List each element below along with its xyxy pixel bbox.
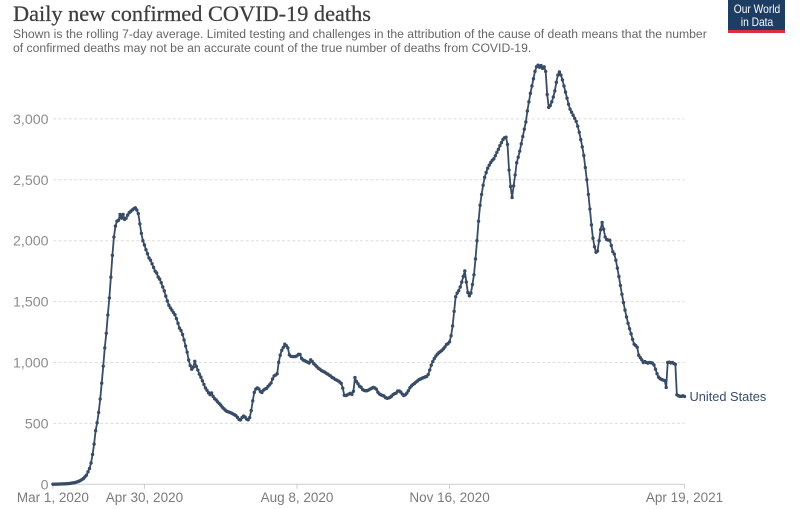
svg-text:1,500: 1,500 bbox=[13, 295, 49, 311]
svg-text:Aug 8, 2020: Aug 8, 2020 bbox=[261, 490, 334, 505]
svg-text:Apr 30, 2020: Apr 30, 2020 bbox=[106, 490, 183, 505]
svg-text:United States: United States bbox=[690, 389, 767, 404]
svg-text:Nov 16, 2020: Nov 16, 2020 bbox=[409, 490, 489, 505]
svg-text:1,000: 1,000 bbox=[13, 356, 49, 372]
svg-text:Mar 1, 2020: Mar 1, 2020 bbox=[17, 490, 89, 505]
svg-text:500: 500 bbox=[25, 416, 49, 432]
svg-text:3,000: 3,000 bbox=[13, 112, 49, 128]
svg-text:2,000: 2,000 bbox=[13, 234, 49, 250]
svg-text:0: 0 bbox=[41, 477, 49, 493]
svg-text:2,500: 2,500 bbox=[13, 173, 49, 189]
svg-text:Apr 19, 2021: Apr 19, 2021 bbox=[646, 490, 723, 505]
